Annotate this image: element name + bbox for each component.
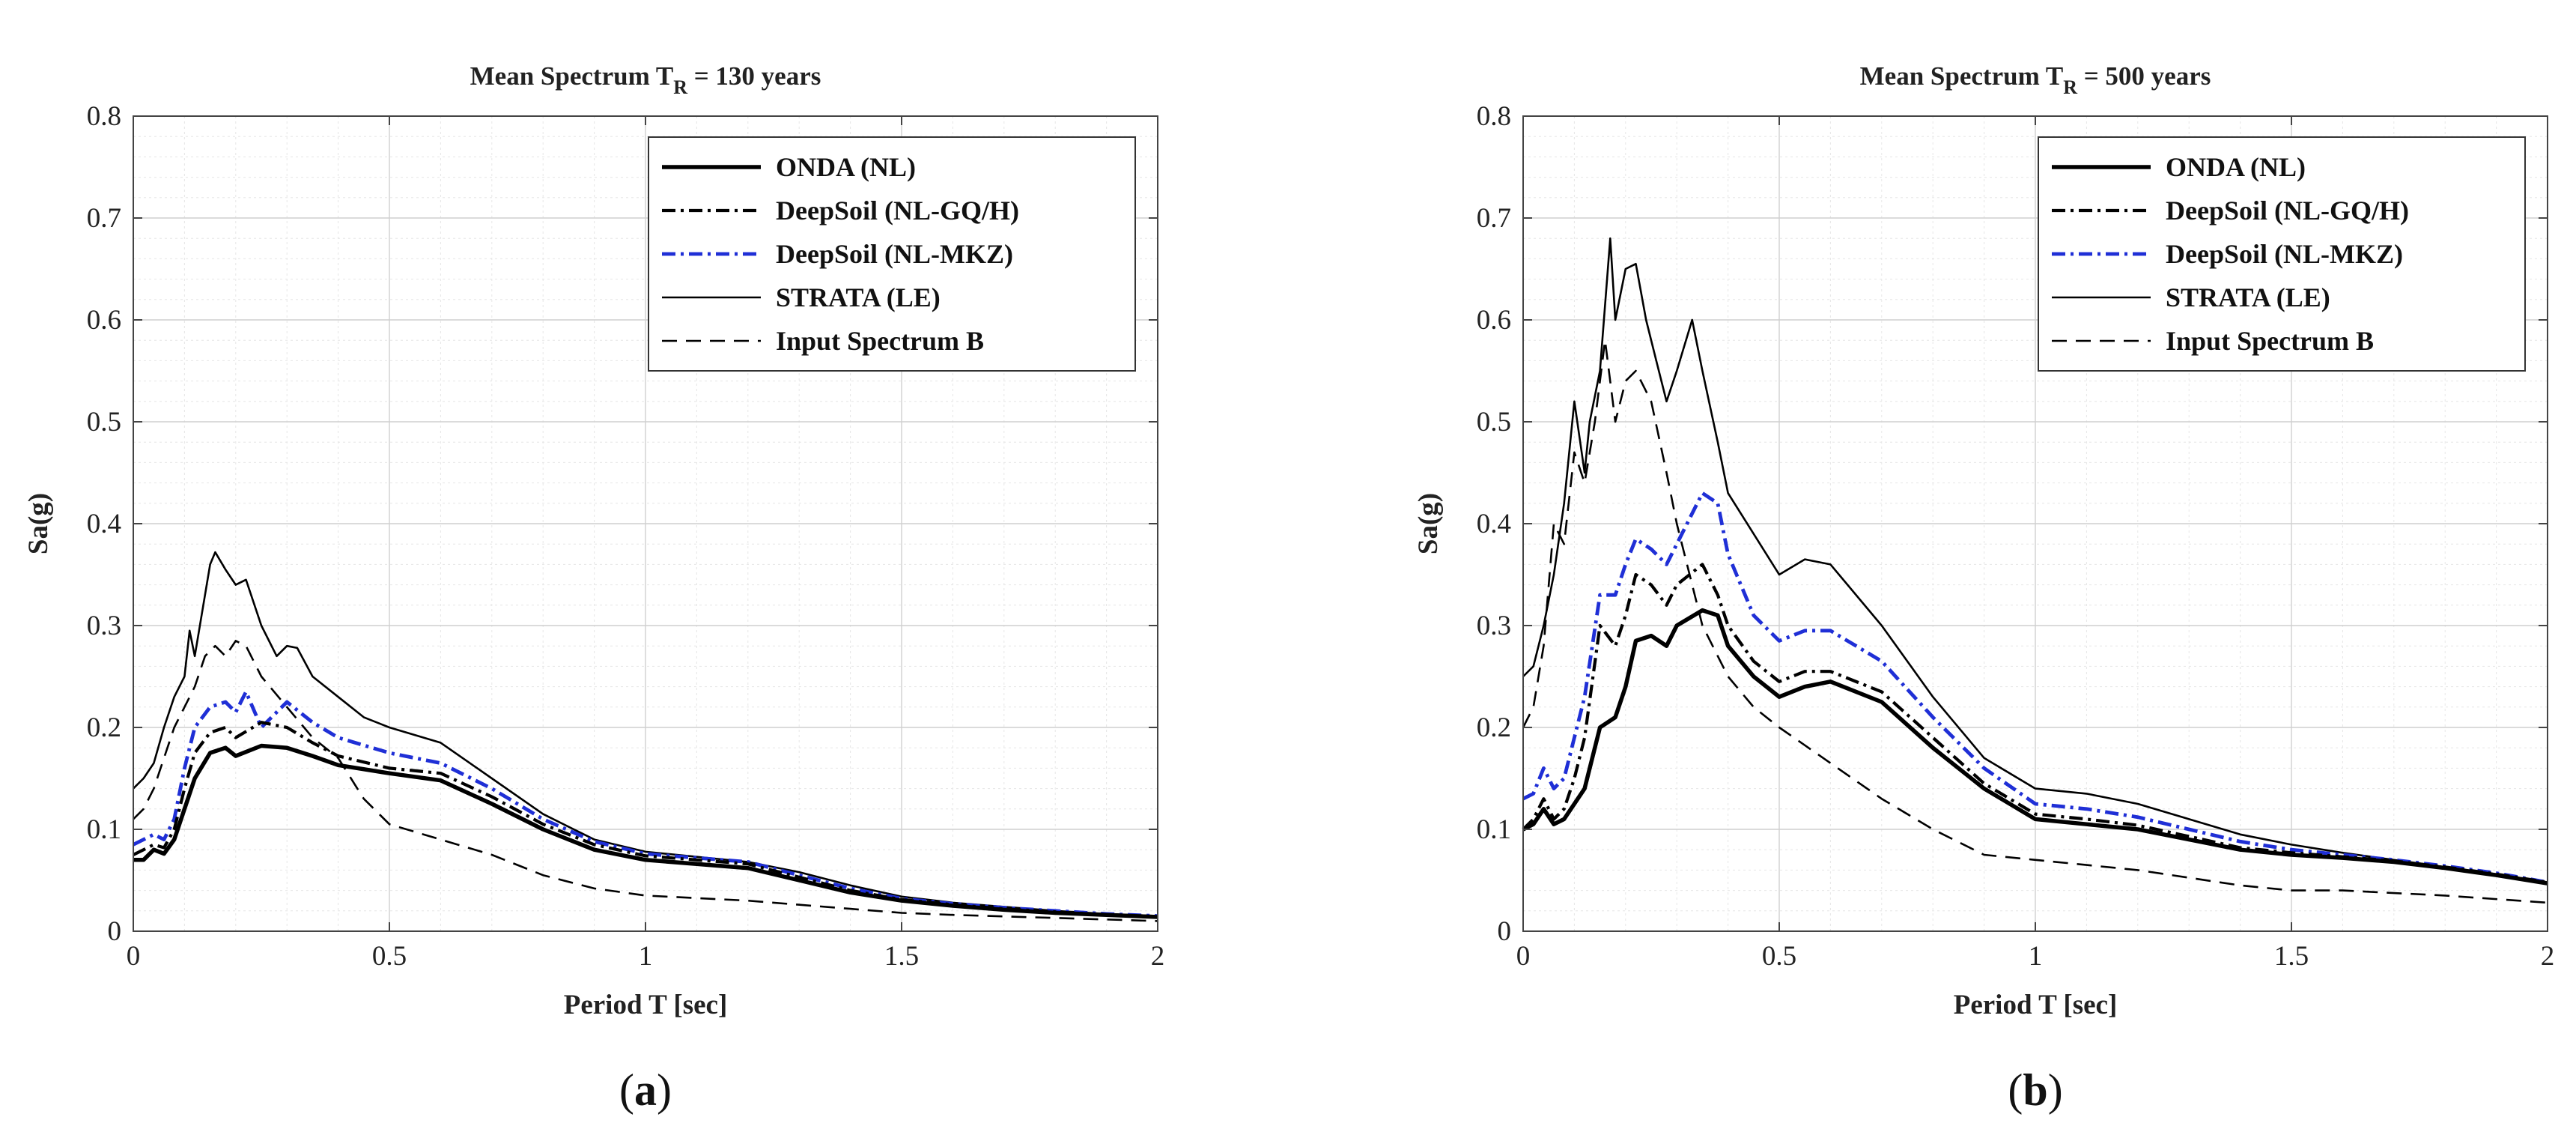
x-tick-label: 1.5 xyxy=(2274,941,2309,972)
chart-title: Mean Spectrum TR = 130 years xyxy=(470,61,821,98)
legend: ONDA (NL) DeepSoil (NL-GQ/H) DeepSoil (NL-… xyxy=(2038,136,2526,372)
legend-box xyxy=(2038,136,2526,372)
y-tick-label: 0.3 xyxy=(1477,611,1511,641)
y-tick-label: 0 xyxy=(1498,916,1512,947)
x-tick-label: 0.5 xyxy=(372,941,407,972)
y-tick-label: 0.7 xyxy=(1477,203,1511,234)
chart-panel-a: 0 0.5 1 1.5 2 0 0.1 0.2 0.3 0.4 0.5 0.6 0.7 0.8 Mean S… xyxy=(23,61,1164,1115)
y-tick-label: 0.7 xyxy=(87,203,121,234)
series-line-strata-le xyxy=(1522,237,2548,883)
legend-label: ONDA (NL) xyxy=(2166,152,2306,182)
legend-box xyxy=(648,136,1136,372)
y-tick-label: 0.8 xyxy=(1477,101,1511,132)
series-line-deepsoil-nl-mkz xyxy=(1522,491,2548,885)
y-tick-label: 0.8 xyxy=(87,101,121,132)
legend-label: STRATA (LE) xyxy=(776,282,941,312)
x-tick-label: 2 xyxy=(1151,941,1165,972)
series-line-input-spectrum-b xyxy=(1522,339,2548,904)
legend-label: DeepSoil (NL-GQ/H) xyxy=(776,196,1019,225)
series-line-input-spectrum-b xyxy=(133,640,1158,922)
y-tick-label: 0.1 xyxy=(1477,814,1511,845)
y-tick-label: 0.4 xyxy=(87,509,121,539)
panel-label: (b) xyxy=(2008,1065,2062,1115)
series-line-deepsoil-nl-mkz xyxy=(132,690,1158,918)
x-tick-label: 1.5 xyxy=(884,941,919,972)
chart-panel-b: 0 0.5 1 1.5 2 0 0.1 0.2 0.3 0.4 0.5 0.6 0.7 0.8 Mean S… xyxy=(1413,61,2554,1115)
legend-label: STRATA (LE) xyxy=(2166,282,2330,312)
y-tick-label: 0.3 xyxy=(87,611,121,641)
y-tick-label: 0.2 xyxy=(87,712,121,743)
legend-label: DeepSoil (NL-MKZ) xyxy=(776,239,1013,269)
chart-title: Mean Spectrum TR = 500 years xyxy=(1860,61,2211,98)
y-tick-label: 0.4 xyxy=(1477,509,1511,539)
x-tick-label: 0 xyxy=(1516,941,1531,972)
series-line-strata-le xyxy=(133,551,1158,917)
x-tick-label: 2 xyxy=(2541,941,2555,972)
y-axis-label: Sa(g) xyxy=(23,493,54,554)
legend-label: Input Spectrum B xyxy=(776,326,984,356)
y-tick-label: 0.6 xyxy=(87,305,121,336)
y-tick-label: 0 xyxy=(108,916,122,947)
y-tick-label: 0.1 xyxy=(87,814,121,845)
legend: ONDA (NL) DeepSoil (NL-GQ/H) DeepSoil (NL-… xyxy=(648,136,1136,372)
y-axis-label: Sa(g) xyxy=(1413,493,1444,554)
series-group xyxy=(1522,237,2548,904)
panel-label: (a) xyxy=(619,1065,672,1115)
x-tick-label: 0.5 xyxy=(1762,941,1796,972)
y-tick-label: 0.5 xyxy=(87,407,121,438)
y-tick-label: 0.5 xyxy=(1477,407,1511,438)
series-group xyxy=(132,551,1158,922)
legend-label: DeepSoil (NL-GQ/H) xyxy=(2166,196,2409,225)
y-tick-label: 0.2 xyxy=(1477,712,1511,743)
series-line-onda-nl xyxy=(1522,608,2548,886)
x-tick-label: 1 xyxy=(639,941,653,972)
x-tick-label: 0 xyxy=(127,941,141,972)
legend-label: ONDA (NL) xyxy=(776,152,916,182)
x-axis-label: Period T [sec] xyxy=(1954,990,2118,1020)
legend-label: Input Spectrum B xyxy=(2166,326,2374,356)
series-line-onda-nl xyxy=(133,743,1158,919)
x-tick-label: 1 xyxy=(2029,941,2043,972)
y-tick-label: 0.6 xyxy=(1477,305,1511,336)
legend-label: DeepSoil (NL-MKZ) xyxy=(2166,239,2403,269)
x-axis-label: Period T [sec] xyxy=(564,990,728,1020)
